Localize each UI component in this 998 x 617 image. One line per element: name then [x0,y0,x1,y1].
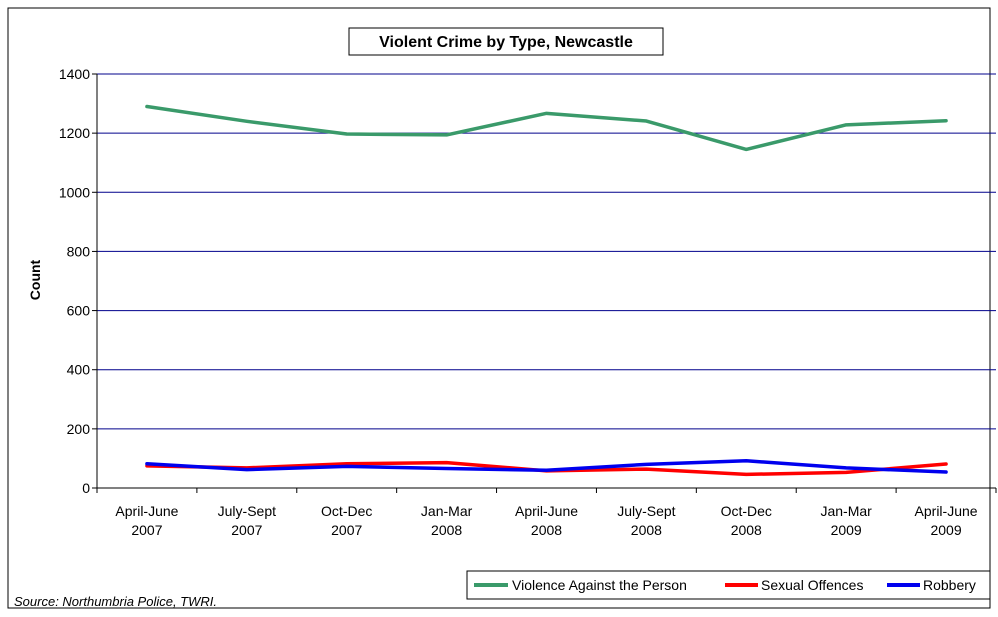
x-tick-label: July-Sept 2008 [617,503,675,538]
violence-against-the-person-line [145,104,948,152]
legend: Violence Against the Person Sexual Offen… [466,570,991,600]
title-border [348,27,664,56]
y-tick-label: 600 [67,303,91,319]
x-tick-label: April-June 2007 [115,503,178,538]
chart-title: Violent Crime by Type, Newcastle [379,34,633,51]
y-tick-label: 800 [67,243,91,259]
x-tick-label: July-Sept 2007 [218,503,276,538]
x-tick-label: Jan-Mar 2009 [820,503,872,538]
title-box: Violent Crime by Type, Newcastle [348,27,664,56]
legend-label-sexual: Sexual Offences [761,577,863,593]
source-note: Source: Northumbria Police, TWRI. [14,594,217,609]
plot-area: 0 200 400 600 800 1000 1200 1400 April-June 2007 J… [59,66,997,538]
robbery-line [145,459,948,474]
x-tick-label: Jan-Mar 2008 [421,503,473,538]
y-tick-label: 400 [67,362,91,378]
legend-label-robbery: Robbery [923,577,976,593]
y-axis-label: Count [27,259,43,300]
x-tick-label: Oct-Dec 2007 [321,503,372,538]
chart-frame [7,7,991,609]
y-tick-label: 1200 [59,125,90,141]
x-tick-label: Oct-Dec 2008 [721,503,772,538]
x-tick-label: April-June 2008 [515,503,578,538]
legend-label-violence: Violence Against the Person [512,577,687,593]
y-tick-label: 1000 [59,184,90,200]
y-tick-label: 0 [82,480,90,496]
y-tick-label: 1400 [59,66,90,82]
x-tick-label: April-June 2009 [915,503,978,538]
y-tick-label: 200 [67,421,91,437]
